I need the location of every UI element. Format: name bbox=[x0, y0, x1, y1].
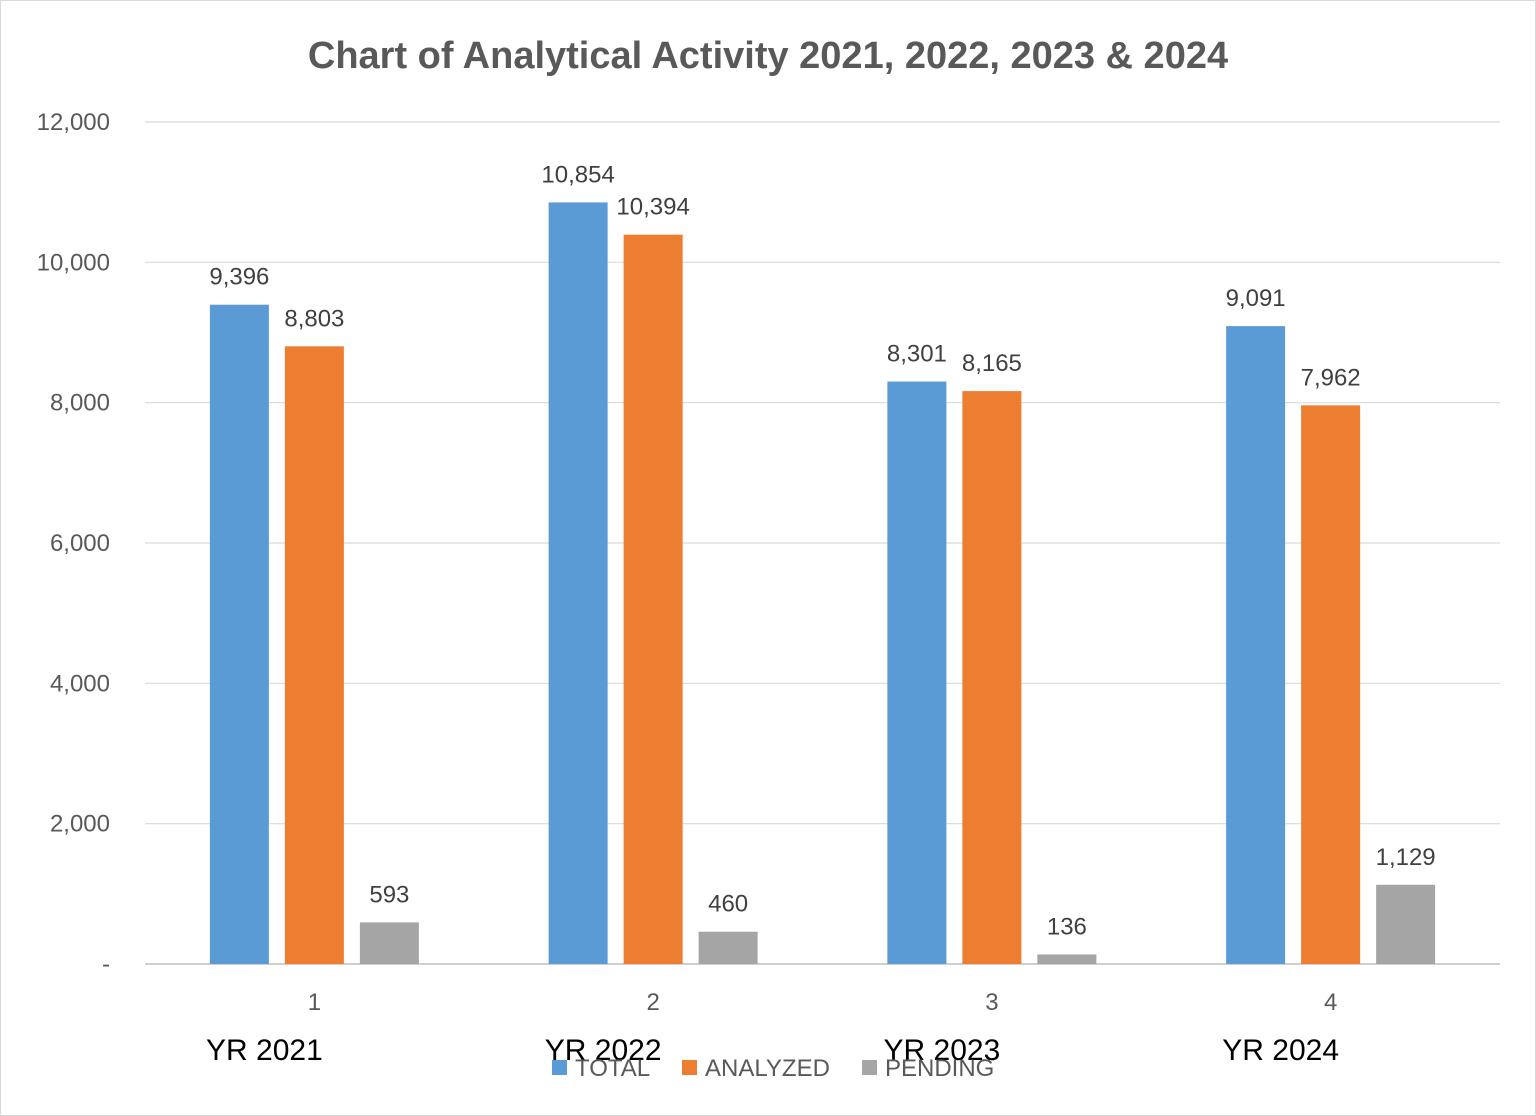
bars bbox=[209, 202, 1436, 964]
y-tick-label: - bbox=[102, 951, 110, 978]
gridlines bbox=[145, 121, 1500, 965]
x-tick-label: 4 bbox=[1324, 989, 1337, 1016]
data-label: 10,854 bbox=[541, 161, 614, 188]
data-label: 460 bbox=[708, 891, 748, 918]
data-label: 9,091 bbox=[1226, 285, 1286, 312]
y-tick-label: 12,000 bbox=[37, 109, 110, 136]
bar-total-4 bbox=[1226, 326, 1286, 964]
bar-pending-2 bbox=[698, 931, 758, 964]
bar-pending-3 bbox=[1037, 954, 1097, 964]
legend-label-analyzed: ANALYZED bbox=[705, 1055, 830, 1082]
legend-swatch-analyzed bbox=[682, 1060, 697, 1075]
bar-analyzed-1 bbox=[284, 346, 344, 964]
year-annotation: YR 2023 bbox=[884, 1034, 1001, 1067]
x-tick-label: 1 bbox=[308, 989, 321, 1016]
bar-analyzed-4 bbox=[1301, 405, 1361, 964]
year-annotation: YR 2021 bbox=[206, 1034, 323, 1067]
x-tick-label: 2 bbox=[646, 989, 659, 1016]
data-label: 1,129 bbox=[1376, 844, 1436, 871]
data-label: 8,165 bbox=[962, 350, 1022, 377]
x-tick-label: 3 bbox=[985, 989, 998, 1016]
y-tick-label: 4,000 bbox=[50, 670, 110, 697]
legend: TOTAL ANALYZED PENDING bbox=[552, 1055, 994, 1082]
y-tick-label: 6,000 bbox=[50, 530, 110, 557]
data-label: 136 bbox=[1047, 913, 1087, 940]
legend-label-total: TOTAL bbox=[575, 1055, 650, 1082]
bar-pending-1 bbox=[359, 922, 419, 964]
bar-total-3 bbox=[887, 381, 947, 964]
data-label: 9,396 bbox=[209, 264, 269, 291]
y-tick-label: 2,000 bbox=[50, 811, 110, 838]
chart-title: Chart of Analytical Activity 2021, 2022,… bbox=[308, 35, 1228, 77]
data-label: 7,962 bbox=[1301, 364, 1361, 391]
bar-analyzed-3 bbox=[962, 391, 1022, 964]
legend-swatch-total bbox=[552, 1060, 567, 1075]
data-label: 593 bbox=[369, 881, 409, 908]
y-axis: - 2,000 4,000 6,000 8,000 10,000 12,000 bbox=[37, 109, 110, 978]
legend-swatch-pending bbox=[862, 1060, 877, 1075]
y-tick-label: 8,000 bbox=[50, 390, 110, 417]
bar-pending-4 bbox=[1376, 884, 1436, 964]
data-label: 10,394 bbox=[616, 194, 689, 221]
y-tick-label: 10,000 bbox=[37, 249, 110, 276]
bar-total-2 bbox=[548, 202, 608, 964]
data-label: 8,803 bbox=[284, 305, 344, 332]
data-label: 8,301 bbox=[887, 341, 947, 368]
legend-label-pending: PENDING bbox=[885, 1055, 994, 1082]
bar-total-1 bbox=[209, 304, 269, 964]
bar-analyzed-2 bbox=[623, 234, 683, 964]
year-annotation: YR 2024 bbox=[1222, 1034, 1339, 1067]
